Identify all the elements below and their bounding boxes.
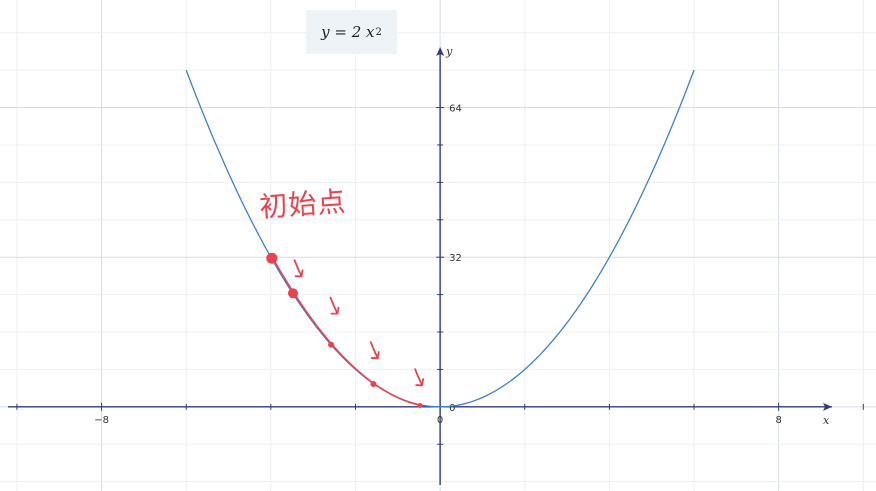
y-tick-label: 0 [449, 403, 455, 414]
x-axis-arrow [823, 402, 832, 411]
x-tick-label: −8 [94, 415, 109, 426]
descent-step-point [417, 402, 423, 408]
axes: −8 0 8 0 32 64 x y [8, 45, 864, 485]
down-arrow-icon [329, 296, 340, 315]
descent-step-point [370, 380, 377, 387]
x-tick-label: 0 [437, 415, 443, 426]
formula-text: y = 2 x [321, 23, 375, 41]
descent-step-point [288, 288, 298, 299]
initial-point [266, 252, 278, 264]
down-arrow-icon [293, 259, 304, 278]
y-tick-label: 32 [449, 253, 462, 264]
initial-point-annotation: 初始点 [258, 184, 348, 224]
down-arrow-icon [414, 368, 425, 387]
down-arrow-icon [369, 341, 380, 359]
y-axis-arrow [436, 47, 445, 56]
x-tick-label: 8 [775, 415, 781, 426]
y-axis-label: y [445, 45, 453, 58]
formula-exponent: 2 [375, 26, 382, 38]
descent-path-line [272, 257, 422, 407]
y-tick-label: 64 [449, 104, 462, 115]
descent-step-point [328, 341, 335, 348]
descent-path-layer [266, 252, 425, 408]
x-axis-label: x [823, 414, 830, 427]
